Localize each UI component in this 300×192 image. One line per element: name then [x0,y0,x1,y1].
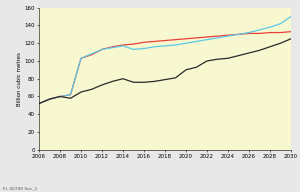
Reference [174,39,177,41]
Surplus [37,103,41,105]
Constrained [58,95,62,98]
Surplus [184,42,188,44]
Reference [142,41,146,43]
Reference [258,32,261,35]
Constrained [69,97,72,99]
Surplus [121,45,125,47]
Surplus [163,45,167,47]
Constrained [121,78,125,80]
Surplus [174,44,177,46]
Surplus [48,98,51,100]
Reference [121,44,125,46]
Constrained [174,77,177,79]
Line: Constrained: Constrained [39,39,291,104]
Constrained [48,98,51,100]
Surplus [279,22,282,25]
Reference [237,33,240,36]
Reference [163,39,167,42]
Reference [111,46,114,48]
Reference [69,94,72,96]
Surplus [100,48,104,50]
Constrained [111,80,114,83]
Constrained [247,52,251,54]
Reference [48,98,51,100]
Reference [247,32,251,35]
Constrained [37,103,41,105]
Surplus [268,26,272,28]
Constrained [258,49,261,51]
Surplus [58,95,62,98]
Reference [132,43,135,45]
Constrained [205,60,209,62]
Constrained [100,84,104,86]
Constrained [237,55,240,57]
Constrained [279,42,282,44]
Reference [268,31,272,34]
Reference [216,35,219,37]
Constrained [184,69,188,71]
Reference [195,37,198,39]
Reference [205,36,209,38]
Constrained [195,66,198,68]
Surplus [195,40,198,43]
Surplus [247,31,251,34]
Surplus [69,94,72,96]
Surplus [237,33,240,36]
Reference [58,95,62,98]
Constrained [268,46,272,48]
Line: Surplus: Surplus [39,17,291,104]
Reference [37,103,41,105]
Constrained [163,79,167,81]
Surplus [226,35,230,37]
Constrained [132,81,135,84]
Constrained [142,81,146,84]
Surplus [142,47,146,50]
Surplus [111,46,114,49]
Surplus [258,29,261,31]
Constrained [153,80,156,83]
Reference [289,31,293,33]
Constrained [226,57,230,60]
Constrained [216,58,219,60]
Reference [184,38,188,40]
Surplus [205,39,209,41]
Constrained [79,91,83,93]
Reference [100,48,104,50]
Reference [90,54,93,56]
Surplus [79,57,83,60]
Surplus [289,15,293,18]
Surplus [132,48,135,50]
Reference [226,34,230,36]
Surplus [153,46,156,48]
Reference [153,40,156,43]
Surplus [216,37,219,39]
Constrained [289,38,293,40]
Y-axis label: Billion cubic metres: Billion cubic metres [17,52,22,106]
Text: FL 40749 Sec_1: FL 40749 Sec_1 [3,186,37,190]
Constrained [90,88,93,91]
Surplus [90,53,93,55]
Reference [79,57,83,60]
Line: Reference: Reference [39,32,291,104]
Reference [279,31,282,34]
